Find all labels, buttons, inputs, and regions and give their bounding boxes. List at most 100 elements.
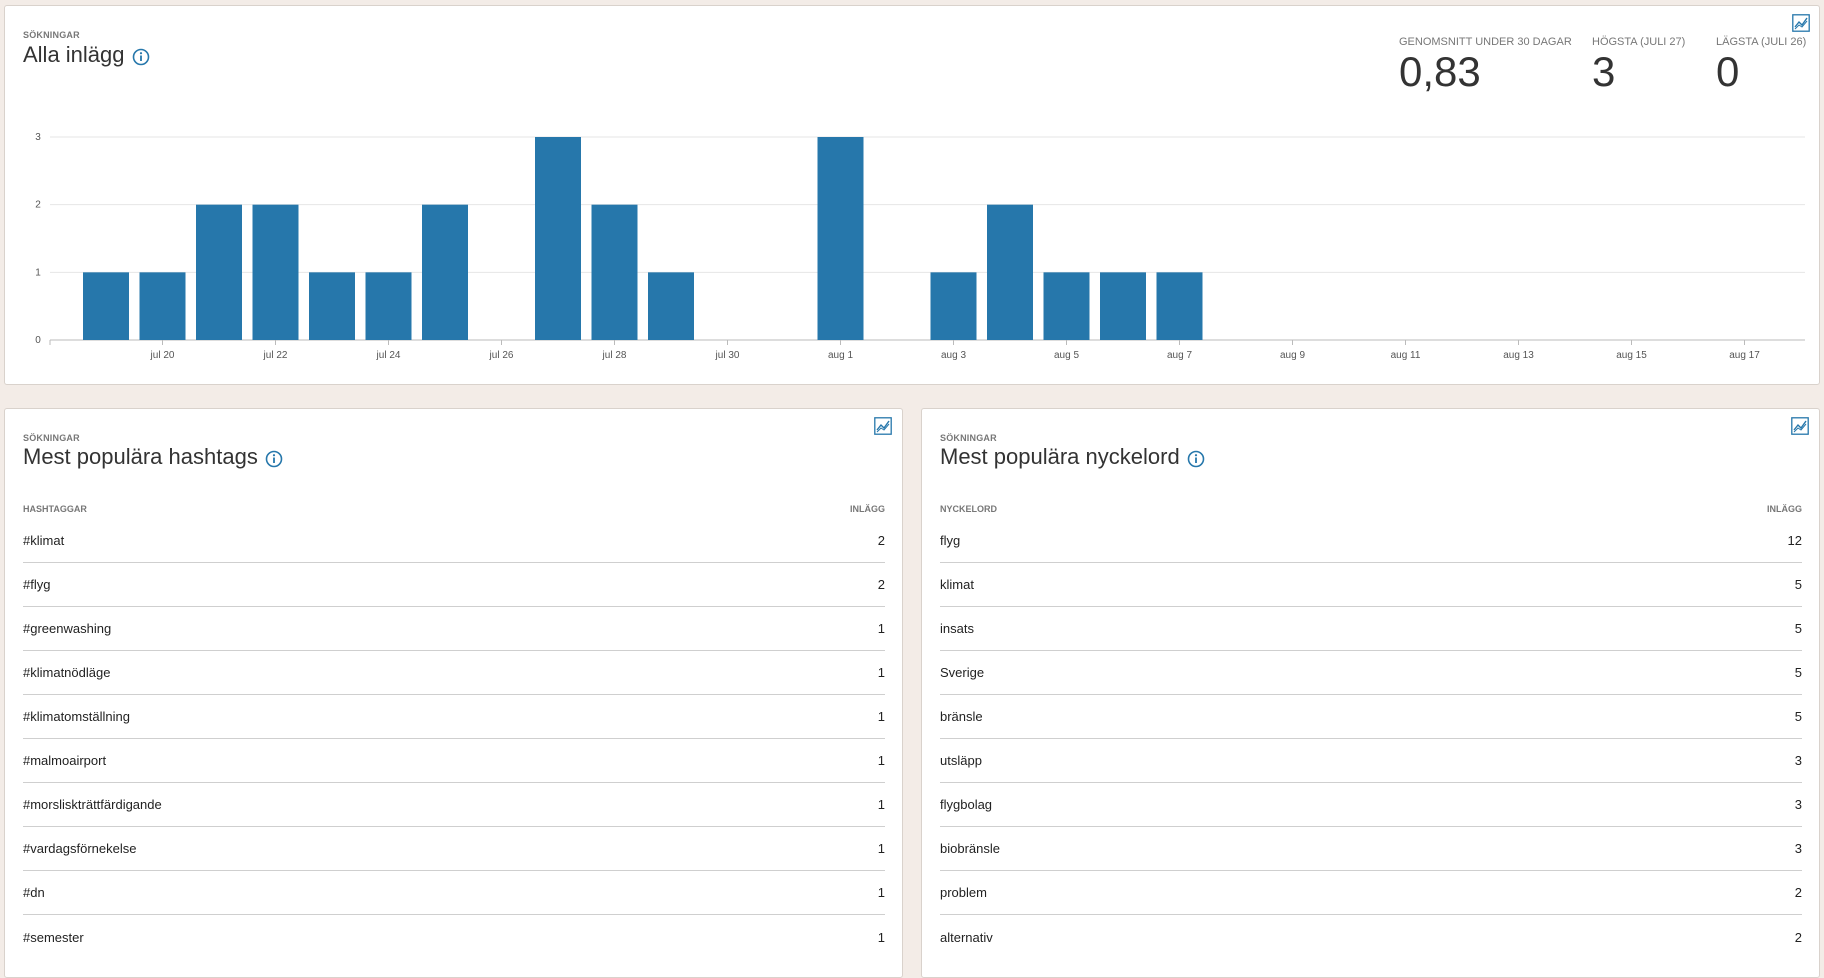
card-eyebrow: SÖKNINGAR: [940, 433, 997, 443]
bar[interactable]: [252, 204, 299, 340]
bar[interactable]: [83, 272, 129, 340]
table-row[interactable]: insats 5: [940, 607, 1802, 651]
row-label: #klimatnödläge: [23, 665, 111, 680]
x-tick-label: aug 17: [1729, 350, 1760, 361]
stat-average: GENOMSNITT UNDER 30 DAGAR 0,83: [1399, 36, 1572, 94]
card-eyebrow: SÖKNINGAR: [23, 30, 80, 40]
column-header-posts: INLÄGG: [1767, 504, 1802, 514]
row-count: 1: [877, 885, 885, 900]
table-row[interactable]: #semester 1: [23, 915, 885, 959]
row-count: 3: [1794, 797, 1802, 812]
table-row[interactable]: utsläpp 3: [940, 739, 1802, 783]
bar[interactable]: [196, 204, 242, 340]
posts-bar-chart: 0 1 2 3 jul 20 jul 22 jul 24 jul 26 jul 28 jul 30…: [35, 132, 1805, 361]
row-label: insats: [940, 621, 974, 636]
table-row[interactable]: alternativ 2: [940, 915, 1802, 959]
row-count: 2: [1794, 929, 1802, 945]
bar[interactable]: [930, 272, 977, 340]
trend-chart-icon[interactable]: [874, 417, 892, 435]
x-tick-label: jul 30: [715, 350, 740, 361]
bar[interactable]: [1043, 272, 1090, 340]
x-tick-label: aug 3: [941, 350, 966, 361]
table-row[interactable]: #klimatnödläge 1: [23, 651, 885, 695]
row-label: #vardagsförnekelse: [23, 841, 137, 856]
y-tick-label: 1: [35, 267, 41, 278]
table-row[interactable]: #dn 1: [23, 871, 885, 915]
stat-value: 0: [1716, 48, 1740, 95]
table-row[interactable]: Sverige 5: [940, 651, 1802, 695]
trend-chart-icon[interactable]: [1792, 14, 1810, 32]
hashtag-rows: #klimat 2 #flyg 2 #greenwashing 1 #klimatnödlä…: [23, 519, 885, 959]
row-count: 12: [1787, 533, 1802, 548]
table-row[interactable]: flygbolag 3: [940, 783, 1802, 827]
x-tick-label: aug 15: [1616, 350, 1647, 361]
row-label: klimat: [940, 577, 974, 592]
row-label: Sverige: [940, 665, 985, 680]
info-icon[interactable]: [132, 46, 150, 66]
row-count: 2: [1794, 885, 1802, 900]
table-row[interactable]: #flyg 2: [23, 563, 885, 607]
bar[interactable]: [648, 272, 694, 340]
table-row[interactable]: #morsliskträttfärdigande 1: [23, 783, 885, 827]
row-count: 1: [877, 841, 885, 856]
row-count: 3: [1794, 753, 1802, 768]
card-title-text: Mest populära nyckelord: [940, 444, 1180, 469]
column-header-hashtags: HASHTAGGAR: [23, 504, 87, 514]
bar[interactable]: [139, 272, 186, 340]
info-icon[interactable]: [1187, 448, 1205, 468]
table-row[interactable]: klimat 5: [940, 563, 1802, 607]
bar[interactable]: [365, 272, 412, 340]
table-row[interactable]: bränsle 5: [940, 695, 1802, 739]
popular-hashtags-card: SÖKNINGAR Mest populära hashtags HASHTAG…: [4, 408, 903, 978]
row-label: #klimatomställning: [23, 709, 130, 724]
table-header: HASHTAGGAR INLÄGG: [23, 499, 885, 519]
x-tick-label: jul 28: [602, 350, 627, 361]
card-title-text: Mest populära hashtags: [23, 444, 258, 469]
table-row[interactable]: biobränsle 3: [940, 827, 1802, 871]
row-count: 1: [877, 621, 885, 636]
bar[interactable]: [535, 137, 581, 340]
table-row[interactable]: flyg 12: [940, 519, 1802, 563]
table-row[interactable]: #malmoairport 1: [23, 739, 885, 783]
row-count: 1: [877, 753, 885, 768]
row-label: alternativ: [940, 929, 993, 945]
table-row[interactable]: #greenwashing 1: [23, 607, 885, 651]
card-title: Mest populära hashtags: [23, 444, 283, 470]
x-tick-label: aug 5: [1054, 350, 1079, 361]
bar[interactable]: [817, 137, 864, 340]
stat-lowest: LÄGSTA (JULI 26) 0: [1716, 36, 1806, 94]
x-tick-label: jul 22: [263, 350, 288, 361]
x-tick-label: aug 1: [828, 350, 853, 361]
bar[interactable]: [1100, 272, 1146, 340]
info-icon[interactable]: [265, 448, 283, 468]
row-label: flyg: [940, 533, 961, 548]
bar[interactable]: [309, 272, 355, 340]
table-row[interactable]: #klimat 2: [23, 519, 885, 563]
hashtags-table: HASHTAGGAR INLÄGG #klimat 2 #flyg 2 #greenwa…: [23, 499, 885, 959]
row-count: 5: [1794, 665, 1802, 680]
row-label: #malmoairport: [23, 753, 107, 768]
stat-label: HÖGSTA (JULI 27): [1592, 36, 1686, 48]
bar[interactable]: [1156, 272, 1203, 340]
table-row[interactable]: #klimatomställning 1: [23, 695, 885, 739]
bar[interactable]: [591, 204, 638, 340]
row-label: #greenwashing: [23, 621, 112, 636]
x-tick-label: jul 24: [376, 350, 401, 361]
table-row[interactable]: problem 2: [940, 871, 1802, 915]
row-count: 5: [1794, 577, 1802, 592]
column-header-keywords: NYCKELORD: [940, 504, 998, 514]
table-row[interactable]: #vardagsförnekelse 1: [23, 827, 885, 871]
bar[interactable]: [987, 204, 1033, 340]
row-label: bränsle: [940, 709, 983, 724]
trend-chart-icon[interactable]: [1791, 417, 1809, 435]
row-count: 2: [877, 533, 885, 548]
bar[interactable]: [422, 204, 468, 340]
row-count: 1: [877, 665, 885, 680]
y-tick-label: 0: [35, 335, 41, 346]
row-label: #semester: [23, 929, 84, 945]
row-label: #morsliskträttfärdigande: [23, 797, 162, 812]
y-tick-label: 2: [35, 200, 41, 211]
stat-highest: HÖGSTA (JULI 27) 3: [1592, 36, 1685, 94]
row-count: 5: [1794, 621, 1802, 636]
row-count: 5: [1794, 709, 1802, 724]
